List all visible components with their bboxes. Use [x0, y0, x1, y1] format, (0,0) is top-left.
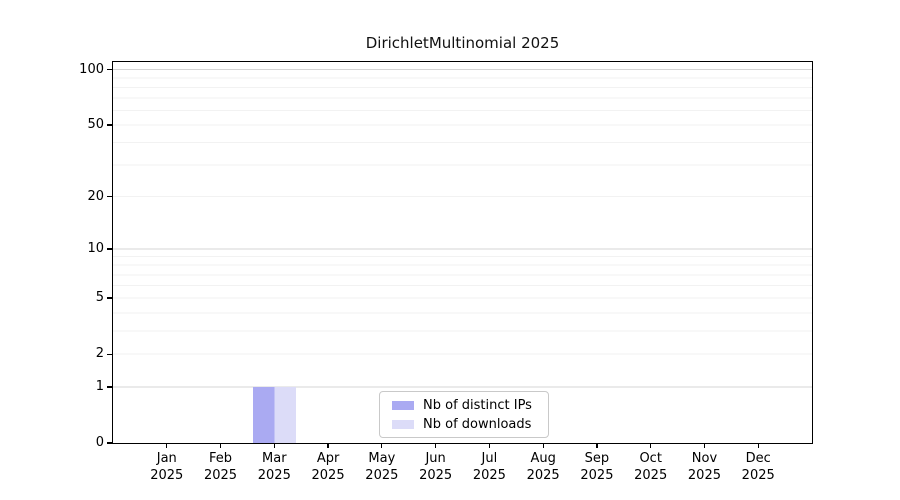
x-tick [488, 443, 490, 448]
y-tick [107, 386, 113, 388]
y-tick-label: 20 [87, 188, 104, 204]
x-tick [166, 443, 168, 448]
x-tick [542, 443, 544, 448]
x-tick-month: Jun [425, 451, 446, 466]
y-tick-label: 100 [79, 61, 104, 77]
y-tick [107, 124, 113, 126]
legend-label-downloads: Nb of downloads [423, 416, 532, 432]
x-tick [435, 443, 437, 448]
x-tick-month: Jan [156, 451, 177, 466]
x-tick-month: Oct [639, 451, 662, 466]
x-tick-year: 2025 [419, 468, 453, 483]
x-tick-label: May 2025 [350, 450, 414, 484]
y-tick-label: 5 [95, 290, 104, 306]
x-tick-year: 2025 [634, 468, 668, 483]
x-tick-year: 2025 [472, 468, 506, 483]
x-tick-month: May [368, 451, 396, 466]
x-tick-year: 2025 [257, 468, 291, 483]
y-tick-label: 10 [87, 241, 104, 256]
x-tick-month: Apr [316, 451, 340, 466]
legend-item-downloads: Nb of downloads [392, 417, 548, 432]
x-tick-year: 2025 [150, 468, 184, 483]
x-tick-label: Aug 2025 [511, 450, 575, 484]
x-tick-month: Feb [209, 451, 233, 466]
x-tick-label: Feb 2025 [189, 450, 253, 484]
x-tick-label: Oct 2025 [619, 450, 683, 484]
x-tick-label: Apr 2025 [296, 450, 360, 484]
x-tick-label: Nov 2025 [672, 450, 736, 484]
x-tick-month: Nov [691, 451, 718, 466]
x-tick [381, 443, 383, 448]
x-tick-year: 2025 [687, 468, 721, 483]
x-tick [273, 443, 275, 448]
x-tick-month: Mar [262, 451, 287, 466]
x-tick-year: 2025 [365, 468, 399, 483]
x-tick [596, 443, 598, 448]
x-tick [703, 443, 706, 448]
y-tick [107, 69, 113, 71]
y-tick [107, 353, 113, 355]
x-tick-month: Aug [530, 451, 556, 466]
x-tick-month: Sep [584, 451, 610, 466]
y-tick-label: 0 [95, 435, 104, 450]
bar-nb-of-downloads-mar-2025 [274, 386, 296, 443]
x-tick-year: 2025 [203, 468, 238, 483]
x-tick-month: Jul [481, 451, 498, 466]
bar-nb-of-distinct-ips-mar-2025 [252, 386, 275, 443]
x-tick-year: 2025 [311, 468, 345, 483]
plot-canvas [113, 69, 812, 443]
x-tick [757, 443, 759, 448]
legend-item-distinct-ips: Nb of distinct IPs [392, 398, 548, 413]
x-tick-label: Mar 2025 [242, 450, 306, 484]
x-tick-year: 2025 [526, 468, 560, 483]
x-tick-label: Jan 2025 [135, 450, 199, 484]
x-tick-month: Dec [745, 451, 771, 466]
x-tick [650, 443, 652, 448]
y-tick [107, 248, 113, 250]
legend-label-distinct-ips: Nb of distinct IPs [423, 397, 532, 413]
y-tick-label: 2 [95, 346, 104, 362]
x-tick-label: Jul 2025 [457, 450, 521, 484]
chart-title: DirichletMultinomial 2025 [365, 34, 560, 52]
legend: Nb of distinct IPs Nb of downloads [379, 391, 549, 438]
x-tick-label: Sep 2025 [565, 450, 629, 484]
x-tick-label: Jun 2025 [404, 450, 468, 484]
y-tick-label: 50 [87, 116, 104, 132]
y-tick [107, 442, 113, 444]
x-tick-label: Dec 2025 [726, 450, 790, 484]
x-tick [219, 443, 222, 448]
y-tick [107, 196, 113, 198]
legend-swatch-downloads [392, 419, 414, 429]
y-tick [107, 297, 113, 299]
legend-swatch-distinct-ips [392, 400, 414, 410]
x-tick-year: 2025 [580, 468, 614, 483]
y-tick-label: 1 [95, 378, 104, 394]
x-tick-year: 2025 [741, 468, 775, 483]
x-tick [327, 443, 329, 448]
